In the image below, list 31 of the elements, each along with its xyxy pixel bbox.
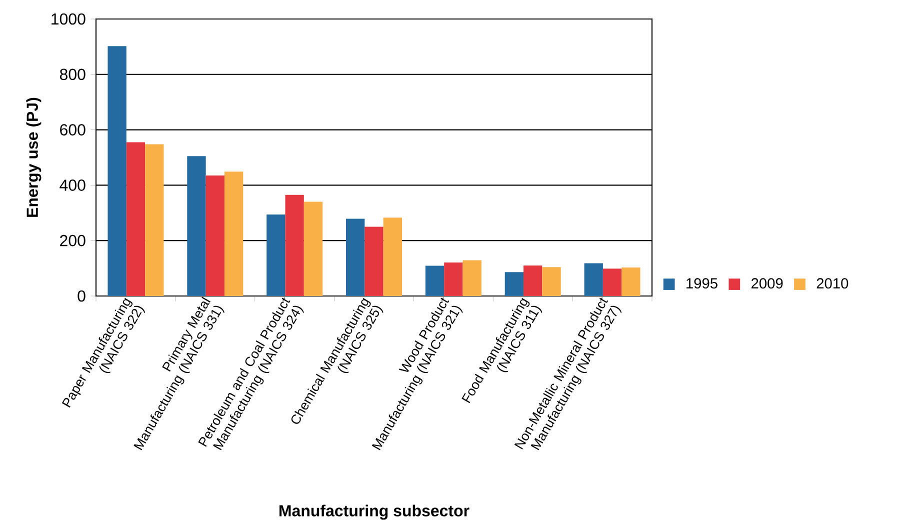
x-axis-title: Manufacturing subsector	[280, 504, 470, 520]
y-tick-label: 1000	[52, 13, 86, 25]
bar	[425, 266, 444, 296]
bar	[602, 268, 622, 296]
y-tick-label: 600	[60, 124, 86, 136]
y-tick-label: 200	[60, 234, 86, 246]
bar	[304, 202, 323, 296]
bar	[224, 172, 244, 296]
bar	[266, 214, 286, 296]
y-tick-label: 800	[60, 68, 86, 80]
legend-label: 1995	[686, 278, 718, 289]
bar	[285, 194, 304, 296]
bar	[108, 46, 126, 296]
bar	[584, 263, 603, 296]
bar	[622, 267, 640, 296]
legend-label: 2010	[816, 278, 848, 289]
bar	[524, 266, 542, 296]
bar	[187, 156, 206, 296]
bar	[346, 218, 365, 296]
bar	[383, 218, 402, 296]
bar	[145, 144, 164, 296]
y-axis-title: Energy use (PJ)	[26, 98, 42, 217]
bar	[504, 272, 524, 296]
bar	[444, 262, 463, 296]
bar	[462, 260, 482, 296]
bar	[542, 267, 561, 296]
bar	[206, 176, 224, 296]
bar	[126, 142, 146, 296]
bar	[364, 226, 384, 296]
y-tick-label: 400	[60, 180, 86, 191]
legend-label: 2009	[752, 278, 783, 289]
